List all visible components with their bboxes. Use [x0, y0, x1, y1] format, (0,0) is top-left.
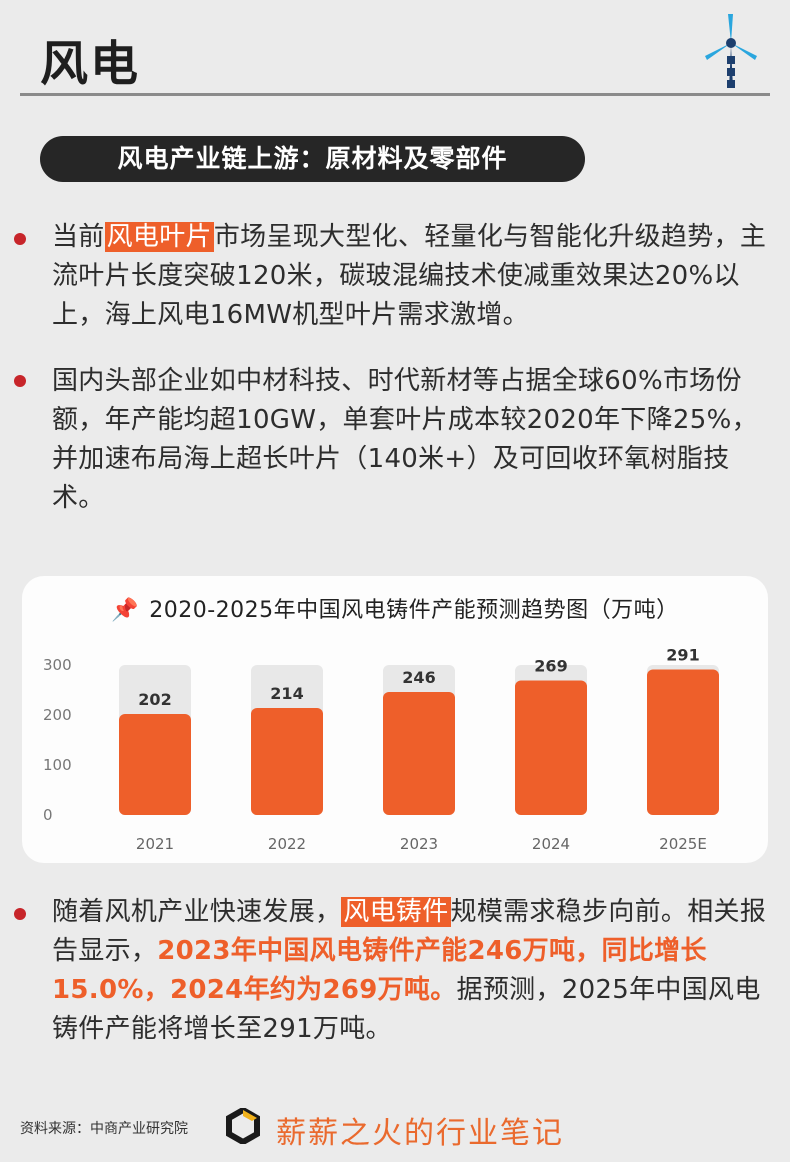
y-tick-label: 100 — [43, 756, 72, 774]
x-tick-label: 2022 — [268, 835, 306, 853]
data-label: 214 — [270, 684, 303, 703]
paragraph-text: 随着风机产业快速发展， — [52, 897, 342, 927]
section-title: 风电产业链上游：原材料及零部件 — [40, 136, 585, 182]
bullet-2 — [14, 375, 26, 387]
bar — [515, 680, 587, 815]
y-tick-label: 0 — [43, 806, 53, 824]
data-label: 202 — [138, 690, 171, 709]
paragraph-text: 据预测，2025年中国风电铸件产能将增长至291万吨。 — [52, 975, 761, 1044]
wind-turbine-icon — [705, 14, 757, 88]
page-title: 风电 — [40, 36, 141, 92]
highlight-keyword: 风电叶片 — [104, 222, 214, 252]
bar-chart: 300 200 100 0 202 2021 214 2022 246 2023 269 2024 29… — [43, 646, 719, 853]
x-tick-label: 2025E — [659, 835, 707, 853]
highlight-keyword: 风电铸件 — [341, 897, 451, 927]
emphasis-text: 2023年中国风电铸件产能246万吨，同比增长15.0%，2024年约为269万… — [52, 936, 707, 1005]
hexagon-logo-icon — [226, 1108, 260, 1144]
pushpin-icon: 📌 — [111, 598, 140, 623]
paragraph-text: 当前 — [52, 222, 105, 252]
paragraph-text: 市场呈现大型化、轻量化与智能化升级趋势，主流叶片长度突破120米，碳玻混编技术使… — [52, 222, 767, 330]
x-tick-label: 2023 — [400, 835, 438, 853]
source-note: 资料来源：中商产业研究院 — [20, 1121, 188, 1137]
paragraph-text: 规模需求稳步向前。相关报告显示， — [52, 897, 767, 966]
header-divider — [20, 93, 770, 96]
bar — [251, 708, 323, 815]
bar — [647, 669, 719, 815]
bar — [383, 692, 455, 815]
data-label: 246 — [402, 668, 435, 687]
chart-card: 📌 2020-2025年中国风电铸件产能预测趋势图（万吨） 300 200 100 0 2… — [22, 576, 768, 863]
paragraph-castings: 随着风机产业快速发展，风电铸件规模需求稳步向前。相关报告显示，2023年中国风电… — [52, 893, 770, 1049]
brand-name: 薪薪之火的行业笔记 — [276, 1116, 564, 1151]
y-tick-label: 200 — [43, 706, 72, 724]
x-tick-label: 2024 — [532, 835, 570, 853]
chart-title-text: 2020-2025年中国风电铸件产能预测趋势图（万吨） — [149, 598, 679, 623]
bullet-1 — [14, 233, 26, 245]
paragraph-blades: 当前风电叶片市场呈现大型化、轻量化与智能化升级趋势，主流叶片长度突破120米，碳… — [52, 218, 770, 335]
y-tick-label: 300 — [43, 656, 72, 674]
x-tick-label: 2021 — [136, 835, 174, 853]
bar — [119, 714, 191, 815]
data-label: 291 — [666, 646, 699, 665]
bullet-3 — [14, 908, 26, 920]
data-label: 269 — [534, 657, 567, 676]
paragraph-companies: 国内头部企业如中材科技、时代新材等占据全球60%市场份额，年产能均超10GW，单… — [52, 366, 758, 513]
chart-title: 📌 2020-2025年中国风电铸件产能预测趋势图（万吨） — [22, 592, 768, 624]
